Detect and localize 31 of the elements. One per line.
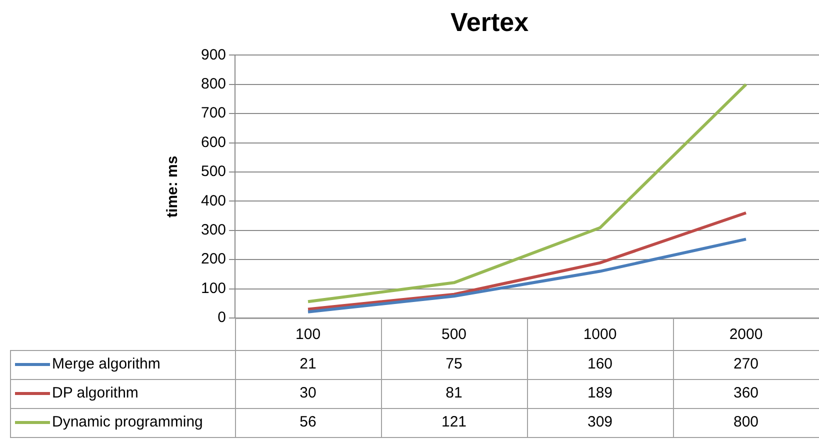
data-label: 121: [442, 414, 467, 431]
y-tick-label: 200: [200, 250, 226, 268]
data-label: 270: [733, 356, 759, 373]
data-label: 160: [587, 356, 613, 373]
data-label: 30: [300, 384, 316, 402]
y-tick-label: 100: [200, 280, 226, 297]
y-tick-label: 500: [200, 163, 226, 180]
data-label: 21: [300, 356, 316, 373]
y-tick-label: 400: [200, 192, 226, 210]
chart-title: Vertex: [450, 6, 530, 37]
legend-label: Dynamic programming: [52, 414, 203, 431]
y-tick-label: 300: [200, 222, 226, 239]
data-label: 81: [446, 384, 462, 402]
data-label: 309: [587, 414, 613, 431]
legend-label: Merge algorithm: [52, 356, 160, 373]
x-tick-label: 100: [296, 326, 321, 344]
data-label: 189: [587, 384, 613, 402]
legend-label: DP algorithm: [52, 384, 138, 402]
x-tick-label: 500: [442, 326, 467, 344]
x-tick-label: 1000: [583, 326, 617, 344]
y-tick-label: 800: [200, 76, 226, 93]
data-label: 56: [300, 414, 316, 431]
x-tick-label: 2000: [729, 326, 763, 344]
y-tick-label: 0: [218, 309, 226, 326]
y-tick-label: 900: [200, 46, 226, 64]
data-label: 75: [446, 356, 462, 373]
y-tick-label: 700: [200, 104, 226, 122]
data-label: 800: [733, 414, 759, 431]
y-tick-label: 600: [200, 134, 226, 151]
data-label: 360: [733, 384, 759, 402]
y-axis-title: time: ms: [164, 156, 182, 218]
